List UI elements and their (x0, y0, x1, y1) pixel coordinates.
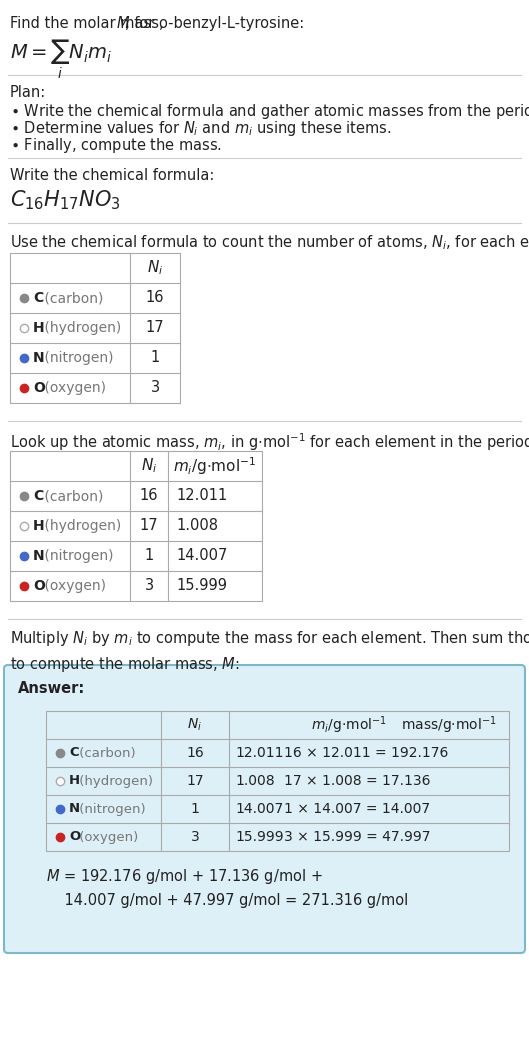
Text: (oxygen): (oxygen) (40, 380, 105, 395)
Text: O: O (33, 380, 45, 395)
Text: 1 × 14.007 = 14.007: 1 × 14.007 = 14.007 (284, 802, 430, 816)
Text: (carbon): (carbon) (40, 291, 103, 305)
Text: (carbon): (carbon) (40, 489, 103, 503)
Text: mass/g$\cdot$mol$^{-1}$: mass/g$\cdot$mol$^{-1}$ (401, 715, 497, 736)
Text: 17: 17 (145, 320, 165, 335)
Text: 3: 3 (190, 829, 199, 844)
Text: C: C (33, 489, 43, 503)
Text: 16: 16 (146, 291, 164, 306)
Text: 17 × 1.008 = 17.136: 17 × 1.008 = 17.136 (284, 774, 431, 788)
Text: C: C (69, 746, 79, 760)
Text: C: C (33, 291, 43, 305)
Text: Plan:: Plan: (10, 85, 46, 100)
Text: $N_i$: $N_i$ (187, 717, 203, 734)
Text: 1.008: 1.008 (235, 774, 275, 788)
FancyBboxPatch shape (4, 665, 525, 953)
Text: Write the chemical formula:: Write the chemical formula: (10, 168, 214, 183)
Text: O: O (33, 579, 45, 593)
Text: 1: 1 (144, 548, 153, 564)
Text: $m_i$/g$\cdot$mol$^{-1}$: $m_i$/g$\cdot$mol$^{-1}$ (311, 715, 387, 736)
Text: Find the molar mass,: Find the molar mass, (10, 16, 168, 31)
Text: $\bullet$ Determine values for $N_i$ and $m_i$ using these items.: $\bullet$ Determine values for $N_i$ and… (10, 119, 391, 138)
Text: 16 × 12.011 = 192.176: 16 × 12.011 = 192.176 (284, 746, 449, 760)
Text: Use the chemical formula to count the number of atoms, $N_i$, for each element:: Use the chemical formula to count the nu… (10, 233, 529, 252)
Text: $\bullet$ Finally, compute the mass.: $\bullet$ Finally, compute the mass. (10, 136, 222, 155)
Text: (nitrogen): (nitrogen) (40, 351, 113, 365)
Text: Look up the atomic mass, $m_i$, in g$\cdot$mol$^{-1}$ for each element in the pe: Look up the atomic mass, $m_i$, in g$\cd… (10, 431, 529, 453)
Text: Multiply $N_i$ by $m_i$ to compute the mass for each element. Then sum those val: Multiply $N_i$ by $m_i$ to compute the m… (10, 629, 529, 674)
Text: (hydrogen): (hydrogen) (75, 775, 153, 787)
Text: 15.999: 15.999 (176, 579, 227, 593)
Text: N: N (33, 351, 44, 365)
Text: O: O (69, 831, 80, 843)
Text: 15.999: 15.999 (235, 829, 284, 844)
Text: 14.007: 14.007 (176, 548, 227, 564)
Text: 16: 16 (186, 746, 204, 760)
Text: 3: 3 (150, 380, 160, 395)
Text: Answer:: Answer: (18, 681, 85, 696)
Text: (hydrogen): (hydrogen) (40, 321, 121, 335)
Text: M: M (117, 16, 130, 31)
Text: N: N (33, 549, 44, 563)
Text: $N_i$: $N_i$ (141, 456, 157, 475)
Text: $C_{16}H_{17}NO_3$: $C_{16}H_{17}NO_3$ (10, 188, 121, 212)
Text: 17: 17 (186, 774, 204, 788)
Text: $N_i$: $N_i$ (147, 258, 163, 277)
Bar (46, 711, 509, 851)
Text: H: H (33, 321, 44, 335)
Text: , for o-benzyl-L-tyrosine:: , for o-benzyl-L-tyrosine: (125, 16, 304, 31)
Text: $M$ = 192.176 g/mol + 17.136 g/mol +
    14.007 g/mol + 47.997 g/mol = 271.316 g: $M$ = 192.176 g/mol + 17.136 g/mol + 14.… (46, 867, 408, 909)
Text: 12.011: 12.011 (176, 488, 227, 504)
Text: 14.007: 14.007 (235, 802, 283, 816)
Text: (oxygen): (oxygen) (75, 831, 139, 843)
Text: H: H (33, 519, 44, 533)
Text: (oxygen): (oxygen) (40, 579, 105, 593)
Text: 1: 1 (190, 802, 199, 816)
Text: 1: 1 (150, 351, 160, 366)
Bar (10, 253, 180, 403)
Text: 12.011: 12.011 (235, 746, 284, 760)
Text: 3: 3 (144, 579, 153, 593)
Text: (hydrogen): (hydrogen) (40, 519, 121, 533)
Text: 16: 16 (140, 488, 158, 504)
Text: 1.008: 1.008 (176, 519, 218, 533)
Text: $M = \sum_i N_i m_i$: $M = \sum_i N_i m_i$ (10, 38, 112, 81)
Text: (carbon): (carbon) (75, 746, 136, 760)
Text: $\bullet$ Write the chemical formula and gather atomic masses from the periodic : $\bullet$ Write the chemical formula and… (10, 102, 529, 121)
Text: 17: 17 (140, 519, 158, 533)
Text: H: H (69, 775, 80, 787)
Bar (10, 451, 262, 601)
Text: N: N (69, 802, 80, 816)
Text: (nitrogen): (nitrogen) (75, 802, 146, 816)
Text: $m_i$/g$\cdot$mol$^{-1}$: $m_i$/g$\cdot$mol$^{-1}$ (174, 455, 257, 476)
Text: (nitrogen): (nitrogen) (40, 549, 113, 563)
Text: 3 × 15.999 = 47.997: 3 × 15.999 = 47.997 (284, 829, 431, 844)
